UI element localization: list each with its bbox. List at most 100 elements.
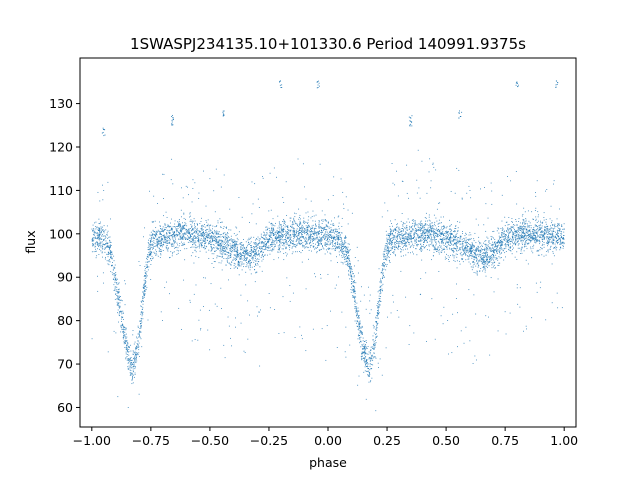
data-point — [326, 231, 328, 233]
data-point — [435, 169, 437, 171]
data-point — [431, 298, 433, 300]
data-point — [198, 247, 200, 249]
data-point — [291, 246, 293, 248]
data-point — [421, 234, 423, 236]
data-point — [161, 230, 163, 232]
data-point — [435, 232, 437, 234]
data-point — [293, 235, 295, 237]
data-point — [110, 242, 112, 243]
data-point — [383, 266, 385, 268]
data-point — [134, 365, 136, 367]
data-point — [192, 232, 194, 234]
data-point — [151, 251, 153, 253]
data-point — [530, 236, 532, 238]
data-point — [375, 328, 377, 330]
data-point — [308, 237, 310, 239]
data-point — [152, 247, 154, 249]
data-point — [522, 240, 524, 242]
data-point — [334, 228, 336, 230]
data-point — [312, 241, 313, 243]
data-point — [160, 311, 162, 313]
data-point — [519, 230, 521, 231]
data-point — [559, 229, 561, 231]
data-point — [495, 249, 497, 251]
data-point — [364, 352, 366, 354]
data-point — [399, 237, 401, 239]
data-point — [505, 237, 507, 239]
data-point — [317, 231, 319, 233]
data-point — [211, 241, 213, 243]
data-point — [383, 258, 385, 260]
data-point — [414, 221, 416, 223]
data-point — [262, 246, 264, 247]
data-point — [219, 218, 221, 220]
data-point — [363, 357, 364, 359]
data-point — [380, 296, 382, 297]
data-point — [524, 227, 526, 229]
data-point — [218, 233, 220, 235]
data-point — [209, 240, 211, 242]
data-point — [344, 236, 346, 238]
data-point — [300, 222, 302, 224]
data-point — [318, 220, 320, 222]
data-point — [440, 229, 442, 231]
data-point — [358, 327, 360, 329]
data-point — [194, 223, 195, 225]
data-point — [560, 246, 561, 248]
data-point — [250, 236, 252, 238]
data-point — [450, 233, 452, 235]
data-point — [531, 211, 533, 213]
data-point — [282, 234, 284, 236]
data-point — [532, 247, 534, 249]
data-point — [272, 218, 274, 220]
data-point — [444, 258, 446, 260]
data-point — [373, 345, 375, 347]
data-point — [424, 232, 426, 234]
data-point — [431, 240, 433, 242]
data-point — [160, 254, 162, 256]
data-point — [530, 232, 531, 234]
data-point — [405, 231, 407, 233]
data-point — [149, 253, 151, 255]
data-point — [307, 225, 309, 227]
data-point — [240, 257, 242, 259]
data-point — [522, 244, 524, 246]
data-point — [279, 249, 280, 251]
data-point — [110, 252, 111, 254]
data-point — [339, 231, 341, 233]
data-point — [261, 242, 263, 243]
data-point — [378, 309, 379, 311]
data-point — [534, 232, 536, 234]
data-point — [324, 253, 326, 255]
data-point — [221, 241, 223, 243]
data-point — [293, 238, 295, 240]
data-point — [205, 245, 207, 247]
data-point — [233, 262, 235, 264]
data-point — [360, 300, 362, 302]
data-point — [160, 253, 162, 255]
data-point — [164, 237, 166, 239]
data-point — [298, 233, 300, 235]
data-point — [308, 238, 310, 240]
data-point — [504, 311, 506, 313]
data-point — [312, 328, 314, 330]
data-point — [292, 232, 294, 234]
data-point — [490, 250, 492, 252]
data-point — [220, 240, 222, 242]
data-point — [97, 290, 99, 292]
data-point — [502, 244, 504, 246]
data-point — [373, 327, 375, 329]
data-point — [414, 242, 416, 244]
data-point — [508, 229, 510, 231]
data-point — [543, 238, 545, 240]
data-point — [442, 243, 444, 245]
data-point — [229, 249, 231, 251]
data-point — [470, 252, 472, 254]
data-point — [543, 235, 545, 237]
data-point — [139, 265, 141, 266]
data-point — [106, 232, 108, 234]
data-point — [142, 298, 144, 300]
data-point — [112, 262, 113, 263]
data-point — [361, 331, 363, 333]
data-point — [131, 374, 133, 376]
